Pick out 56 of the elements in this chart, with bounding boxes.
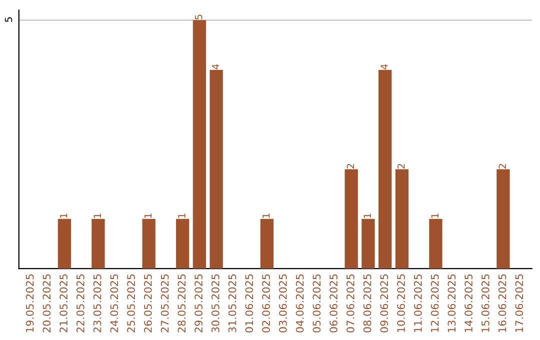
x-tick-label: 19.05.2025 (26, 274, 34, 332)
x-tick-label: 14.06.2025 (464, 274, 472, 332)
data-label: 5 (195, 14, 202, 20)
x-tick-label: 07.06.2025 (346, 274, 354, 332)
x-tick-label: 25.05.2025 (127, 274, 135, 332)
bar (429, 218, 442, 269)
bar (344, 169, 358, 269)
x-tick-label: 20.05.2025 (42, 274, 51, 332)
x-tick-label: 31.05.2025 (228, 274, 236, 332)
x-tick-label: 16.06.2025 (498, 274, 506, 332)
x-tick-label: 26.05.2025 (144, 274, 152, 332)
x-tick-label: 08.06.2025 (363, 274, 372, 332)
data-label: 2 (498, 164, 506, 169)
bar (176, 218, 190, 269)
data-label: 1 (144, 214, 152, 218)
bar (496, 169, 510, 269)
data-label: 4 (380, 64, 388, 70)
data-label: 1 (94, 214, 101, 218)
bar (210, 70, 223, 269)
x-tick-label: 09.06.2025 (380, 274, 388, 332)
data-label: 4 (212, 64, 220, 70)
bar (58, 218, 72, 269)
x-tick-label: 28.05.2025 (178, 274, 186, 332)
x-tick-label: 27.05.2025 (160, 274, 169, 332)
bar (192, 20, 206, 269)
bar (378, 70, 392, 269)
x-tick-label: 23.05.2025 (93, 274, 102, 332)
x-tick-label: 01.06.2025 (245, 274, 254, 332)
bar (260, 218, 274, 269)
bar (92, 218, 105, 269)
bar (362, 218, 375, 269)
x-tick-label: 05.06.2025 (312, 274, 321, 332)
x-tick-label: 30.05.2025 (211, 274, 220, 332)
x-tick-label: 21.05.2025 (60, 274, 68, 332)
data-label: 1 (178, 214, 186, 218)
x-tick-label: 15.06.2025 (481, 274, 490, 332)
data-label: 1 (364, 214, 371, 218)
bar (395, 169, 409, 269)
data-label: 2 (346, 164, 354, 169)
x-tick-label: 29.05.2025 (194, 274, 202, 332)
bar (142, 218, 156, 269)
data-label: 1 (262, 214, 270, 218)
x-tick-label: 24.05.2025 (110, 274, 118, 332)
data-label: 2 (397, 164, 405, 169)
x-tick-label: 04.06.2025 (296, 274, 304, 332)
data-label: 1 (431, 214, 438, 218)
x-tick-label: 13.06.2025 (448, 274, 456, 332)
data-label: 1 (60, 214, 68, 218)
x-tick-label: 03.06.2025 (278, 274, 287, 332)
x-tick-label: 06.06.2025 (330, 274, 338, 332)
x-tick-label: 22.05.2025 (76, 274, 84, 332)
x-tick-label: 10.06.2025 (397, 274, 405, 332)
x-tick-label: 11.06.2025 (414, 274, 422, 332)
x-tick-label: 17.06.2025 (515, 274, 524, 332)
x-tick-label: 12.06.2025 (430, 274, 439, 332)
x-tick-label: 02.06.2025 (262, 274, 270, 332)
